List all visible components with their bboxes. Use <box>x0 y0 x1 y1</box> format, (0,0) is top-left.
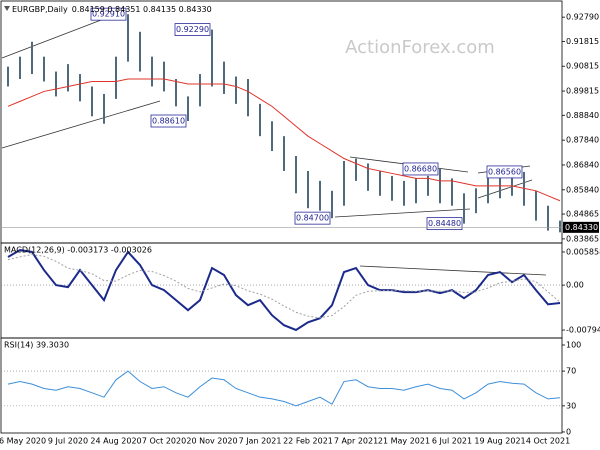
level-label: 0.88610 <box>152 117 185 126</box>
x-tick-label: 9 Jul 2020 <box>48 437 88 446</box>
level-label-box <box>150 114 187 128</box>
y-tick-label: 0.92790 <box>566 13 599 22</box>
level-label: 0.92910 <box>92 10 125 19</box>
y-tick-label: 0.87840 <box>566 136 599 145</box>
rsi-frame <box>0 337 563 434</box>
y-tick-label: 30 <box>566 401 576 410</box>
x-tick-label: 22 Feb 2021 <box>283 437 333 446</box>
level-label-box <box>90 7 127 21</box>
x-tick-label: 6 Jul 2021 <box>432 437 472 446</box>
indicator-line <box>7 254 561 319</box>
title-symbol: EURGBP,Daily <box>12 5 68 14</box>
x-tick-label: 21 May 2021 <box>378 437 430 446</box>
y-tick-label: 0.85840 <box>566 185 599 194</box>
x-tick-label: 4 Oct 2021 <box>526 437 570 446</box>
indicator-title: RSI(14) 39.3030 <box>4 341 69 350</box>
y-tick-label: 0.00 <box>566 281 584 290</box>
y-tick-label: 0.91815 <box>566 37 599 46</box>
title-quotes: 0.84159 0.84351 0.84135 0.84330 <box>72 5 212 14</box>
indicator-line <box>7 370 561 407</box>
level-label: 0.92290 <box>176 25 209 34</box>
triangle-lower <box>334 208 471 218</box>
indicator-line <box>7 248 561 332</box>
x-tick-label: 20 Nov 2020 <box>186 437 237 446</box>
indicator-title: MACD(12,26,9) -0.003173 -0.003026 <box>4 246 152 255</box>
x-tick-label: 7 Apr 2021 <box>334 437 378 446</box>
level-label: 0.84480 <box>428 219 461 228</box>
level-label-box <box>486 165 523 179</box>
y-tick-label: 70 <box>566 367 576 376</box>
last-price-box <box>563 221 599 233</box>
channel-lower <box>1 100 161 149</box>
last-price-label: 0.84330 <box>565 223 598 232</box>
y-tick-label: 0.88840 <box>566 111 599 120</box>
y-tick-label: 0.86840 <box>566 160 599 169</box>
y-tick-label: 0.83865 <box>566 234 599 243</box>
chart-title: EURGBP,Daily 0.84159 0.84351 0.84135 0.84… <box>12 5 212 14</box>
level-label: 0.86680 <box>404 164 437 173</box>
level-label-box <box>426 217 463 231</box>
title-icon <box>4 6 10 11</box>
level-label-box <box>402 162 439 176</box>
x-tick-label: 26 May 2020 <box>0 437 46 446</box>
x-tick-label: 7 Oct 2020 <box>142 437 186 446</box>
y-tick-label: 0.90815 <box>566 62 599 71</box>
level-label: 0.84700 <box>296 214 329 223</box>
x-tick-label: 19 Aug 2021 <box>474 437 525 446</box>
y-tick-label: 100 <box>566 341 581 350</box>
macd-trend <box>359 265 547 276</box>
x-tick-label: 24 Aug 2020 <box>90 437 141 446</box>
level-label-box <box>294 211 331 225</box>
y-tick-label: 0.84865 <box>566 210 599 219</box>
level-label-box <box>174 23 211 36</box>
y-tick-label: 0.005858 <box>566 247 600 256</box>
x-tick-label: 7 Jan 2021 <box>239 437 282 446</box>
y-tick-label: 0 <box>566 427 571 436</box>
moving-average <box>7 78 561 202</box>
watermark: ActionForex.com <box>345 37 495 58</box>
y-tick-label: -0.007945 <box>566 326 600 335</box>
level-label: 0.86560 <box>488 167 521 176</box>
y-tick-label: 0.89815 <box>566 87 599 96</box>
